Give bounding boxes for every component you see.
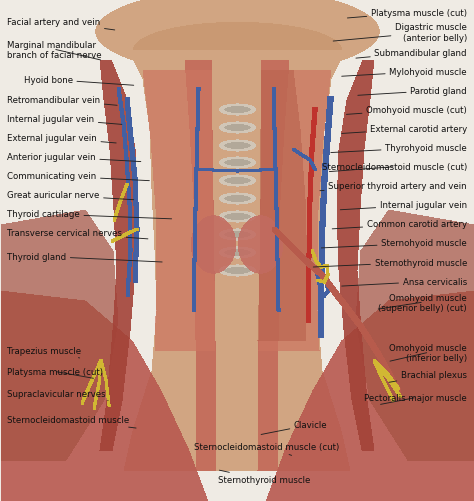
Text: Transverse cervical nerves: Transverse cervical nerves <box>7 229 148 239</box>
Text: External jugular vein: External jugular vein <box>7 134 116 144</box>
Text: Anterior jugular vein: Anterior jugular vein <box>7 153 141 162</box>
Text: Mylohyoid muscle: Mylohyoid muscle <box>342 68 467 77</box>
Text: Sternocleidomastoid muscle: Sternocleidomastoid muscle <box>7 415 136 428</box>
Text: Great auricular nerve: Great auricular nerve <box>7 191 134 200</box>
Text: Digastric muscle
(anterior belly): Digastric muscle (anterior belly) <box>333 24 467 43</box>
Text: Common carotid artery: Common carotid artery <box>332 220 467 229</box>
Text: Sternocleidomastoid muscle (cut): Sternocleidomastoid muscle (cut) <box>322 163 467 172</box>
Text: Trapezius muscle: Trapezius muscle <box>7 346 81 358</box>
Text: Sternothyroid muscle: Sternothyroid muscle <box>313 258 467 268</box>
Text: Retromandibular vein: Retromandibular vein <box>7 96 117 106</box>
Text: Thyroid cartilage: Thyroid cartilage <box>7 210 172 219</box>
Text: Internal jugular vein: Internal jugular vein <box>7 115 122 125</box>
Text: Internal jugular vein: Internal jugular vein <box>340 201 467 210</box>
Text: Ansa cervicalis: Ansa cervicalis <box>342 277 467 287</box>
Text: Marginal mandibular
branch of facial nerve: Marginal mandibular branch of facial ner… <box>7 41 102 61</box>
Text: Facial artery and vein: Facial artery and vein <box>7 18 115 31</box>
Text: Sternothyroid muscle: Sternothyroid muscle <box>218 470 310 484</box>
Text: Sternohyoid muscle: Sternohyoid muscle <box>321 239 467 248</box>
Text: Brachial plexus: Brachial plexus <box>389 370 467 383</box>
Text: Omohyoid muscle
(superior belly) (cut): Omohyoid muscle (superior belly) (cut) <box>378 293 467 312</box>
Text: Supraclavicular nerves: Supraclavicular nerves <box>7 389 108 401</box>
Text: Communicating vein: Communicating vein <box>7 172 149 181</box>
Text: Superior thyroid artery and vein: Superior thyroid artery and vein <box>320 182 467 191</box>
Text: Thyroid gland: Thyroid gland <box>7 252 162 263</box>
Text: Pectoralis major muscle: Pectoralis major muscle <box>364 393 467 404</box>
Text: Submandibular gland: Submandibular gland <box>356 49 467 59</box>
Text: Clavicle: Clavicle <box>261 420 328 434</box>
Text: External carotid artery: External carotid artery <box>342 125 467 134</box>
Text: Hyoid bone: Hyoid bone <box>24 76 134 86</box>
Text: Platysma muscle (cut): Platysma muscle (cut) <box>7 367 103 379</box>
Text: Omohyoid muscle (cut): Omohyoid muscle (cut) <box>346 106 467 115</box>
Text: Thyrohyoid muscle: Thyrohyoid muscle <box>331 144 467 153</box>
Text: Platysma muscle (cut): Platysma muscle (cut) <box>347 9 467 19</box>
Text: Parotid gland: Parotid gland <box>358 87 467 96</box>
Text: Sternocleidomastoid muscle (cut): Sternocleidomastoid muscle (cut) <box>194 442 339 455</box>
Text: Omohyoid muscle
(inferior belly): Omohyoid muscle (inferior belly) <box>389 343 467 362</box>
